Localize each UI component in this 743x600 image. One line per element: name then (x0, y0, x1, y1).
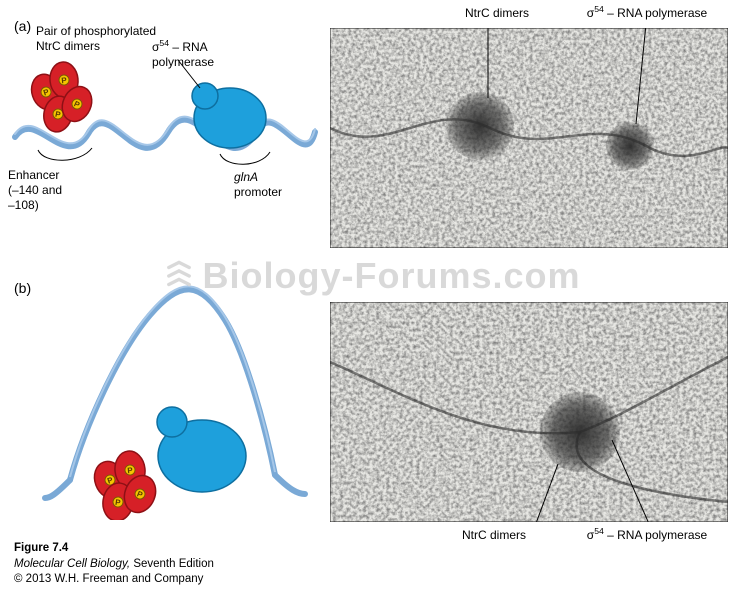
label-top-ntrc-dimers: NtrC dimers (452, 6, 542, 21)
rna-polymerase-a (192, 83, 266, 148)
enhancer-bracket-a (38, 148, 92, 160)
figure-caption: Figure 7.4 Molecular Cell Biology, Seven… (14, 541, 214, 588)
label-glnA-promoter: glnApromoter (234, 170, 314, 200)
micrograph-a (330, 28, 728, 248)
watermark-text: Biology-Forums.com (202, 255, 580, 297)
ntrc-blob-a (446, 92, 514, 160)
micrograph-b (330, 302, 728, 522)
glnA-bracket-a (220, 152, 270, 164)
diagram-b: PPPP (40, 280, 310, 520)
ntrc-dimers-a: PPPP (27, 61, 97, 135)
site-watermark: Biology-Forums.com (0, 255, 743, 297)
label-sigma-polymerase-a: σ54 – RNApolymerase (152, 40, 242, 70)
label-top-sigma-polymerase: σ54 – RNA polymerase (572, 6, 722, 21)
polymerase-blob-a (606, 122, 654, 170)
ntrc-dimers-b: PPPP (89, 450, 161, 520)
figure-number: Figure 7.4 (14, 541, 214, 557)
label-bottom-ntrc: NtrC dimers (444, 528, 544, 543)
book-title: Molecular Cell Biology, (14, 558, 130, 570)
cluster-blob-b (540, 392, 620, 472)
label-bottom-sigma-polymerase: σ54 – RNA polymerase (572, 528, 722, 543)
label-enhancer: Enhancer(–140 and–108) (8, 168, 98, 213)
rna-polymerase-b (157, 407, 246, 492)
watermark-icon (162, 259, 196, 293)
book-edition: Seventh Edition (133, 558, 214, 570)
copyright: © 2013 W.H. Freeman and Company (14, 572, 214, 588)
